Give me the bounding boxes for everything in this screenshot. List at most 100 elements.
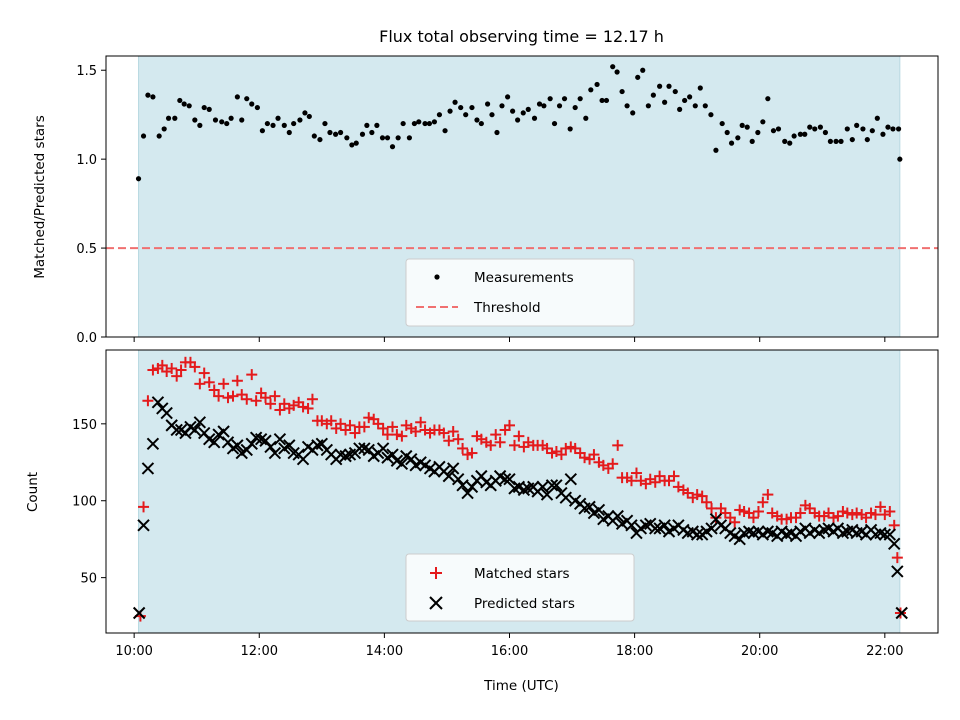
matched-star-point [274,404,286,416]
matched-star-point [884,505,896,517]
predicted-star-point [446,462,460,475]
matched-star-point [218,378,230,390]
measurement-point [172,115,178,121]
matched-star-point [443,435,455,447]
panel-ratio-frame [105,55,939,338]
measurement-point [234,94,240,100]
measurement-point [228,115,234,121]
predicted-star-point [358,442,371,455]
measurement-point [145,92,151,98]
predicted-star-point [132,606,146,620]
measurement-point [556,103,563,109]
predicted-star-point [151,396,165,409]
measurement-point [531,115,538,121]
matched-star-point [194,378,206,390]
matched-star-point [874,501,886,513]
predicted-star-point [268,446,282,460]
measurement-point [802,131,808,137]
measurement-point [869,128,875,134]
measurement-point [749,138,755,144]
matched-star-point [762,489,774,501]
measurement-point [572,104,578,111]
measurement-point [281,122,287,128]
measurement-point [525,106,531,112]
predicted-star-point [888,537,901,551]
panel-ratio: 0.0 0.5 1.0 1.5 Matched/Predicted stars Mea… [32,55,939,346]
matched-star-point [513,430,525,442]
predicted-star-point [503,472,516,486]
matched-star-point [335,418,347,430]
matched-star-point [701,496,713,508]
measurement-point [874,115,880,121]
measurement-point [264,120,270,127]
measurement-point [797,131,803,137]
x-tick-label: 12:00 [241,644,278,659]
y-tick-label: 1.0 [76,153,97,168]
predicted-star-point [639,519,653,532]
matched-star-point [265,398,277,410]
measurement-point [212,117,219,123]
measurement-point [672,88,678,95]
measurement-point [807,124,813,130]
measurement-point [406,135,412,141]
y-tick-label: 1.5 [76,64,97,79]
legend-measurements-marker [434,274,440,280]
matched-star-point [306,393,318,405]
matched-star-point [415,416,427,428]
measurement-point [640,67,646,73]
predicted-star-point [878,528,892,541]
measurement-point [344,135,350,141]
measurement-point [567,126,573,132]
panel-ratio-x-ticks [133,337,886,342]
matched-star-point [260,392,272,404]
measurement-point [186,103,192,109]
matched-star-point [302,402,314,414]
measurement-point [259,128,265,134]
matched-star-point [891,552,903,564]
measurement-point [692,103,698,109]
measurement-point [864,136,870,143]
panel-count-ylabel: Count [25,472,41,512]
measurement-point [739,122,745,128]
predicted-star-point [395,457,409,471]
measurement-point [812,126,818,132]
measurement-point [192,117,198,123]
matched-star-point [198,367,210,379]
matched-star-point [138,501,150,513]
measurement-point [849,136,855,143]
predicted-star-point [540,488,554,501]
measurement-point [614,69,620,75]
measurement-point [645,103,651,109]
predicted-star-point [273,432,287,446]
measurement-point [165,115,172,121]
measurement-point [426,120,433,127]
measurement-point [489,112,495,118]
y-tick-label: 0.0 [76,331,97,346]
measurement-point [702,103,708,109]
matched-star-point [452,433,464,445]
measurement-point [135,176,142,182]
matched-star-point [396,430,408,442]
predicted-star-point [296,452,310,466]
matched-star-point [752,505,764,517]
legend-matched-marker [430,567,442,579]
measurement-point [594,81,600,88]
matched-star-point [747,512,759,524]
measurement-point [374,122,380,128]
matched-star-point [706,502,718,514]
predicted-star-point [386,448,399,461]
measurement-point [395,135,401,141]
predicted-star-point [311,439,324,452]
predicted-star-point [550,479,563,492]
x-tick-label: 14:00 [366,644,403,659]
measurement-point [384,135,391,141]
measurement-point [744,124,750,130]
chart-title: Flux total observing time = 12.17 h [379,27,664,46]
predicted-star-point [461,486,474,500]
measurement-point [400,120,406,127]
measurements-points [135,64,903,182]
measurement-point [224,120,230,127]
predicted-star-point [498,472,512,486]
measurement-point [442,128,448,134]
measurement-point [724,129,730,136]
